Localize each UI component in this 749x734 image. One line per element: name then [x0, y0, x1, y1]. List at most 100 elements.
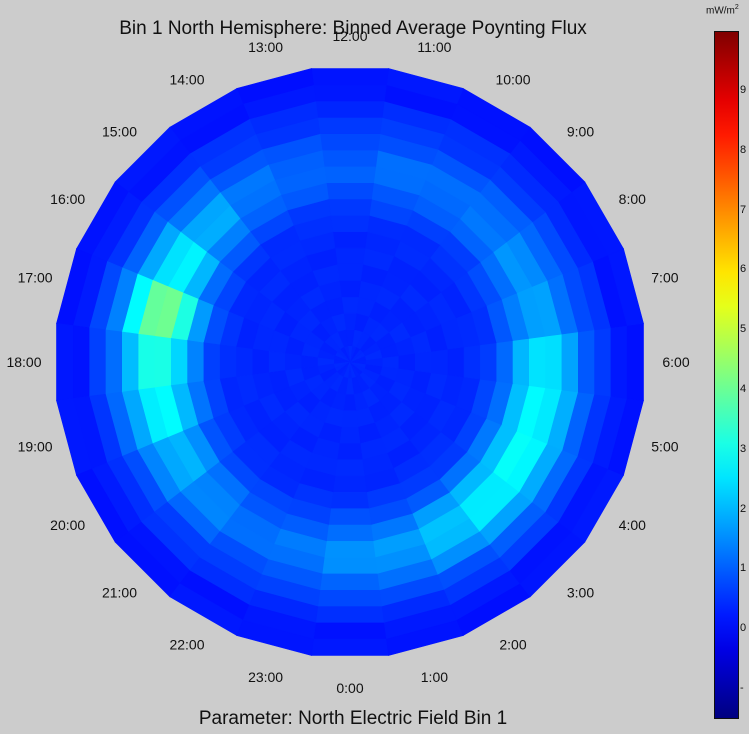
polar-cell	[317, 117, 383, 134]
polar-cell	[334, 459, 366, 477]
hour-label: 20:00	[50, 517, 85, 533]
colorbar-tick-label: 7	[740, 203, 747, 216]
polar-cell	[328, 198, 372, 216]
hour-label: 12:00	[332, 28, 367, 44]
hour-label: 16:00	[50, 191, 85, 207]
polar-cell	[447, 346, 465, 378]
polar-cell	[328, 508, 372, 526]
hour-label: 10:00	[495, 72, 530, 88]
polar-cell	[251, 348, 269, 376]
polar-cell	[170, 338, 188, 386]
colorbar	[714, 31, 739, 719]
hour-label: 21:00	[102, 585, 137, 601]
polar-cell	[235, 346, 253, 378]
polar-cell	[72, 325, 90, 399]
colorbar-tick-label: 0	[740, 622, 747, 635]
polar-cell	[332, 231, 368, 249]
hour-label: 14:00	[169, 72, 204, 88]
polar-cell	[334, 247, 366, 265]
colorbar-tick-label: 8	[740, 143, 747, 156]
polar-cell	[311, 638, 389, 656]
hour-label: 22:00	[169, 636, 204, 652]
polar-cell	[313, 84, 387, 102]
polar-cell	[338, 280, 362, 298]
hour-label: 7:00	[651, 270, 678, 286]
polar-cell	[332, 475, 368, 493]
polar-cell	[315, 100, 385, 118]
hour-label: 1:00	[421, 669, 448, 685]
polar-cell	[323, 166, 377, 183]
colorbar-unit-exponent: 2	[734, 4, 739, 11]
polar-cell	[219, 344, 237, 380]
polar-cell	[341, 296, 359, 314]
hour-labels: 12:00 11:00 10:00 9:00 8:00 7:00 6:00 5:00 4:00 3…	[6, 28, 689, 696]
hour-label: 13:00	[248, 39, 283, 55]
polar-cell	[317, 589, 383, 607]
polar-cell	[284, 353, 302, 371]
polar-cell	[236, 619, 314, 656]
polar-cell	[577, 329, 595, 395]
hour-label: 6:00	[662, 354, 689, 370]
polar-cell	[321, 557, 379, 575]
polar-cell	[594, 327, 612, 397]
hour-label: 0:00	[336, 680, 363, 696]
hour-label: 4:00	[619, 517, 646, 533]
polar-cell	[154, 335, 171, 389]
colorbar-unit-label: mW/m2	[706, 4, 749, 16]
polar-cell	[610, 325, 628, 399]
colorbar-tick-label: 2	[740, 502, 747, 515]
polar-cell	[512, 338, 530, 386]
colorbar-tick-label: 4	[740, 383, 747, 395]
polar-cell	[336, 263, 364, 281]
polar-cell	[561, 331, 579, 393]
hour-label: 8:00	[619, 191, 646, 207]
polar-cell	[186, 340, 204, 384]
polar-cell	[496, 340, 514, 384]
polar-cell	[203, 342, 220, 382]
polar-cell	[480, 342, 498, 382]
polar-cells	[56, 68, 644, 656]
colorbar-unit: mW/m	[706, 5, 735, 17]
polar-cell	[319, 573, 381, 591]
hour-label: 19:00	[18, 438, 53, 454]
hour-label: 18:00	[6, 354, 41, 370]
hour-label: 17:00	[18, 270, 53, 286]
polar-cell	[323, 540, 377, 558]
polar-cell	[341, 410, 359, 428]
polar-cell	[88, 327, 106, 397]
polar-cell	[626, 323, 644, 401]
polar-cell	[121, 331, 139, 393]
polar-cell	[56, 323, 74, 401]
polar-cell	[545, 333, 563, 391]
hour-label: 3:00	[567, 585, 594, 601]
colorbar-tick-label: 3	[740, 442, 747, 455]
hour-label: 11:00	[417, 39, 451, 55]
colorbar-tick-label: 9	[740, 83, 747, 96]
polar-cell	[431, 348, 449, 376]
polar-cell	[319, 133, 381, 151]
polar-cell	[330, 492, 370, 510]
hour-label: 9:00	[567, 124, 594, 140]
polar-cell	[137, 333, 155, 391]
polar-cell	[338, 426, 362, 444]
polar-cell	[105, 329, 122, 395]
chart-subtitle: Parameter: North Electric Field Bin 1	[198, 708, 508, 729]
polar-cell	[398, 353, 416, 371]
polar-cell	[528, 335, 546, 389]
polar-cell	[336, 443, 364, 461]
polar-cell	[463, 344, 481, 380]
hour-label: 15:00	[102, 124, 137, 140]
hour-label: 5:00	[651, 438, 678, 454]
chart-title: Bin 1 North Hemisphere: Binned Average P…	[119, 18, 587, 39]
polar-cell	[326, 524, 374, 542]
polar-cell	[321, 149, 379, 167]
hour-label: 2:00	[499, 636, 526, 652]
polar-cell	[414, 350, 432, 374]
polar-cell	[326, 182, 374, 200]
polar-cell	[313, 622, 387, 640]
polar-plot: 12:00 11:00 10:00 9:00 8:00 7:00 6:00 5:00 4:00 3…	[6, 28, 689, 696]
colorbar-tick-label: 6	[740, 263, 747, 276]
polar-cell	[330, 215, 370, 232]
polar-cell	[268, 350, 286, 374]
colorbar-tick-label: 5	[740, 323, 747, 336]
